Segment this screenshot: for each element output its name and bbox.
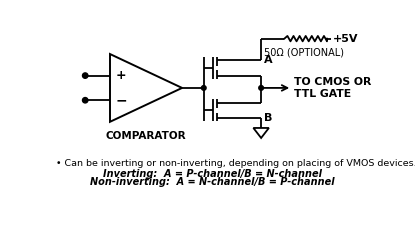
Text: Inverting:  A = P-channel/B = N-channel: Inverting: A = P-channel/B = N-channel bbox=[103, 169, 322, 179]
Text: A: A bbox=[264, 55, 273, 65]
Text: • Can be inverting or non-inverting, depending on placing of VMOS devices.: • Can be inverting or non-inverting, dep… bbox=[56, 159, 415, 168]
Text: TO CMOS OR
TTL GATE: TO CMOS OR TTL GATE bbox=[295, 77, 372, 99]
Circle shape bbox=[83, 73, 88, 78]
Text: −: − bbox=[115, 93, 127, 107]
Text: Non-inverting:  A = N-channel/B = P-channel: Non-inverting: A = N-channel/B = P-chann… bbox=[90, 177, 334, 187]
Text: COMPARATOR: COMPARATOR bbox=[106, 131, 186, 141]
Text: 50Ω (OPTIONAL): 50Ω (OPTIONAL) bbox=[264, 47, 344, 57]
Text: +5V: +5V bbox=[332, 34, 358, 44]
Circle shape bbox=[259, 86, 264, 90]
Circle shape bbox=[83, 98, 88, 103]
Text: +: + bbox=[115, 69, 126, 82]
Text: B: B bbox=[264, 113, 273, 123]
Circle shape bbox=[201, 86, 206, 90]
